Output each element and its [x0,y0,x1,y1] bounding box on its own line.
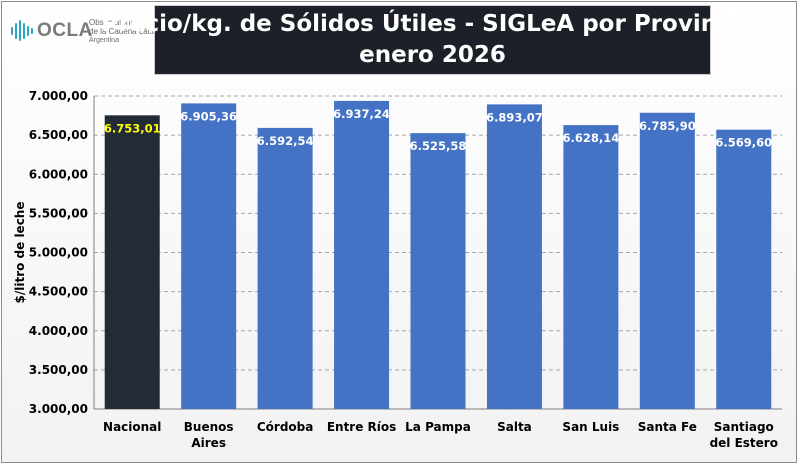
y-tick-label: 3.500,00 [29,363,88,377]
data-label: 6.628,14 [563,131,620,145]
y-tick-label: 4.500,00 [29,285,88,299]
bar [104,115,160,409]
y-tick-label: 6.500,00 [29,128,88,142]
bar [410,133,466,410]
data-label: 6.937,24 [333,107,390,121]
chart-title-box: Precio/kg. de Sólidos Útiles - SIGLeA po… [102,5,763,75]
y-tick-label: 5.000,00 [29,246,88,260]
data-label: 6.893,07 [486,110,543,124]
bar [334,100,390,409]
logo-subtitle-1: Observatorio [89,18,135,27]
x-tick-label: Nacional [103,420,161,434]
chart-title-line-2: enero 2026 [359,42,506,68]
ocla-logo: OCLA Observatorio de la Cadena Láctea Ar… [10,12,163,56]
y-axis-ticks: 3.000,00 3.500,00 4.000,00 4.500,00 5.000,00… [29,89,88,416]
x-tick-label: Aires [191,436,226,450]
x-tick-label: Salta [497,420,532,434]
data-label: 6.905,36 [180,109,237,123]
x-tick-label: Buenos [184,420,234,434]
y-tick-label: 5.500,00 [29,206,88,220]
y-tick-label: 6.000,00 [29,167,88,181]
bar [716,129,772,409]
bar [486,104,542,409]
data-label: 6.525,58 [410,139,467,153]
data-label: 6.785,90 [639,119,696,133]
y-tick-label: 3.000,00 [29,402,88,416]
bar [257,127,313,410]
x-tick-label: San Luis [562,420,619,434]
y-tick-label: 7.000,00 [29,89,88,103]
logo-name: OCLA [37,20,93,41]
bars: 6.753,01 6.905,36 6.592,54 6.937,24 6.525,58… [104,100,772,410]
x-tick-label: La Pampa [405,420,471,434]
x-tick-label: Santa Fe [638,420,697,434]
y-tick-label: 4.000,00 [29,324,88,338]
x-axis-ticks: Nacional Buenos Aires Córdoba Entre Ríos La P… [103,420,778,450]
bar [563,125,619,409]
data-label: 6.569,60 [715,136,772,150]
x-tick-label: Entre Ríos [327,420,396,434]
chart-title-line-1: Precio/kg. de Sólidos Útiles - SIGLeA po… [101,11,764,37]
data-label: 6.753,01 [104,121,161,135]
y-axis-label: $/litro de leche [13,202,27,304]
data-label: 6.592,54 [257,134,314,148]
bar [181,103,237,409]
x-tick-label: del Estero [710,436,778,450]
bar [639,112,695,409]
logo-subtitle-3: Argentina [89,37,119,44]
ocla-wave-logo-icon [11,20,33,41]
logo-subtitle-2: de la Cadena Láctea [89,27,163,36]
x-tick-label: Córdoba [257,420,314,434]
x-tick-label: Santiago [714,420,774,434]
